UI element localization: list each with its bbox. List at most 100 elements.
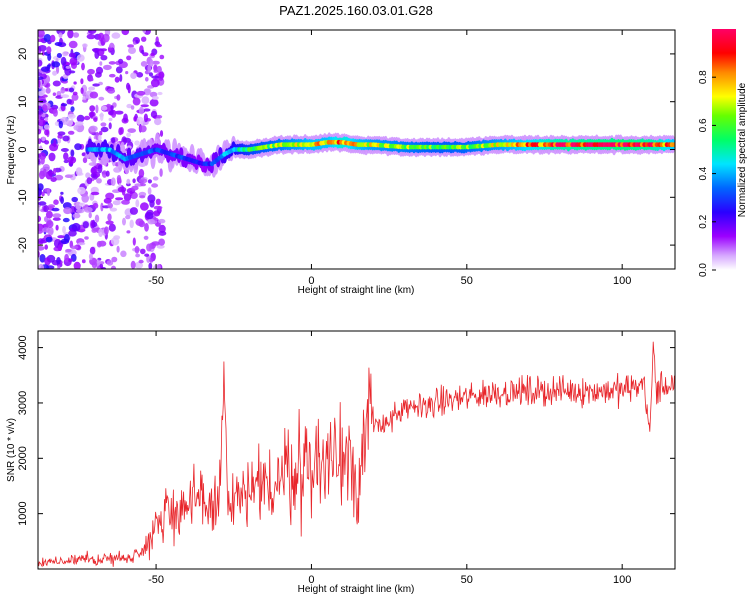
y-tick-label: 3000 xyxy=(17,391,29,415)
spectrogram-noise-blob xyxy=(111,32,121,39)
snr-frame xyxy=(37,330,676,570)
spectrogram-x-ticks: -50 0 50 100 xyxy=(148,30,631,287)
spectrogram-noise-blob xyxy=(77,186,86,195)
spectrogram-noise-blob xyxy=(143,113,148,123)
spectrogram-noise-blob xyxy=(54,121,60,126)
spectrogram-noise-blob xyxy=(144,222,149,232)
spectrogram-noise-blob xyxy=(110,105,114,111)
spectrogram-noise-blob xyxy=(73,125,79,131)
spectrogram-noise-blob xyxy=(58,32,63,38)
spectrogram-noise-blob xyxy=(38,160,41,165)
spectrogram-noise-blob xyxy=(135,218,144,226)
spectrogram-noise-blob xyxy=(109,73,116,78)
spectrogram-noise-blob xyxy=(64,174,73,178)
spectrogram-noise-blob xyxy=(70,149,75,157)
spectrogram-noise-blob xyxy=(86,34,96,40)
spectrogram-noise-blob xyxy=(45,220,54,229)
spectrogram-noise-blob xyxy=(158,230,167,236)
spectrogram-noise-blob xyxy=(134,246,140,254)
spectrogram-noise-blob xyxy=(83,115,91,121)
spectrogram-noise-blob xyxy=(138,168,145,178)
spectrogram-noise-blob xyxy=(55,65,60,74)
spectrogram-noise-blob xyxy=(60,94,70,98)
spectrogram-noise-blob xyxy=(39,253,46,263)
spectrogram-noise-blob xyxy=(142,30,147,34)
spectrogram-noise-blob xyxy=(122,217,126,226)
snr-marks xyxy=(38,341,675,568)
spectrogram-noise-blob xyxy=(64,253,69,263)
spectrogram-noise-blob xyxy=(130,105,135,110)
spectrogram-noise-blob xyxy=(57,131,66,136)
spectrogram-noise-blob xyxy=(112,200,121,206)
spectrogram-noise-blob xyxy=(96,178,102,184)
spectrogram-noise-blob xyxy=(87,68,95,75)
x-tick-label: 100 xyxy=(613,574,631,586)
spectrogram-noise-blob xyxy=(73,81,77,85)
spectrogram-noise-blob xyxy=(100,202,104,212)
spectrogram-noise-blob xyxy=(52,92,57,96)
spectrogram-noise-blob xyxy=(55,224,59,231)
snr-series-line xyxy=(38,341,675,568)
spectrogram-noise-blob xyxy=(62,135,70,142)
spectrogram-noise-blob xyxy=(147,187,152,195)
spectrogram-noise-blob xyxy=(148,262,153,269)
spectrogram-noise-blob xyxy=(42,227,50,233)
spectrogram-noise-blob xyxy=(38,79,41,88)
spectrogram-noise-blob xyxy=(57,235,65,239)
spectrogram-noise-blob xyxy=(128,47,136,54)
spectrogram-noise-blob xyxy=(115,66,123,74)
spectrogram-noise-blob xyxy=(72,91,78,96)
spectrogram-noise-blob xyxy=(108,117,113,122)
spectrogram-noise-blob xyxy=(88,86,96,91)
spectrogram-noise-blob xyxy=(53,199,59,205)
spectrogram-noise-blob xyxy=(138,178,148,184)
spectrogram-noise-blob xyxy=(130,72,137,79)
spectrogram-noise-blob xyxy=(107,213,112,221)
y-tick-label: 2000 xyxy=(17,446,29,470)
spectrogram-noise-blob xyxy=(90,77,94,82)
spectrogram-noise-blob xyxy=(118,58,124,64)
spectrogram-noise-blob xyxy=(140,202,149,211)
spectrogram-noise-blob xyxy=(38,183,44,191)
spectrogram-x-axis-label: Height of straight line (km) xyxy=(298,285,415,296)
spectrogram-noise-blob xyxy=(136,116,144,126)
spectrogram-noise-blob xyxy=(85,172,91,179)
spectrogram-noise-blob xyxy=(51,207,60,212)
spectrogram-noise-blob xyxy=(107,88,116,94)
spectrogram-noise-blob xyxy=(129,219,134,229)
spectrogram-noise-blob xyxy=(159,168,163,177)
snr-y-axis-label: SNR (10 * v/v) xyxy=(6,418,17,482)
spectrogram-noise-blob xyxy=(57,138,62,144)
spectrogram-noise-blob xyxy=(89,246,96,255)
snr-y-ticks: 1000 2000 3000 4000 xyxy=(17,335,675,526)
spectrogram-noise-blob xyxy=(98,228,103,237)
spectrogram-noise-blob xyxy=(104,226,109,235)
spectrogram-noise-blob xyxy=(145,211,154,220)
spectrogram-noise-blob xyxy=(139,195,146,199)
spectrogram-noise-blob xyxy=(82,43,88,48)
spectrogram-noise-blob xyxy=(150,110,158,118)
spectrogram-noise-blob xyxy=(158,238,166,246)
spectrogram-noise-blob xyxy=(109,109,114,116)
spectrogram-noise-blob xyxy=(38,59,43,67)
spectrogram-noise-blob xyxy=(158,71,165,79)
spectrogram-noise-blob xyxy=(141,49,145,55)
spectrogram-noise-blob xyxy=(41,51,46,56)
spectrogram-noise-blob xyxy=(146,243,152,252)
spectrogram-noise-blob xyxy=(68,230,77,237)
spectrogram-noise-blob xyxy=(143,235,149,240)
spectrogram-noise-blob xyxy=(140,183,147,187)
spectrogram-noise-blob xyxy=(110,177,116,186)
spectrogram-noise-blob xyxy=(38,215,42,223)
spectrogram-noise-blob xyxy=(79,202,86,207)
spectrogram-noise-blob xyxy=(77,242,86,246)
spectrogram-noise-blob xyxy=(145,77,149,82)
spectrogram-noise-blob xyxy=(56,257,61,265)
spectrogram-noise-blob xyxy=(126,103,133,109)
spectrogram-noise-blob xyxy=(38,38,45,42)
spectrogram-noise-blob xyxy=(136,90,146,96)
spectrogram-noise-blob xyxy=(121,30,130,36)
spectrogram-noise-blob xyxy=(38,138,42,145)
spectrogram-noise-blob xyxy=(116,175,122,183)
spectrogram-noise-blob xyxy=(41,88,46,94)
